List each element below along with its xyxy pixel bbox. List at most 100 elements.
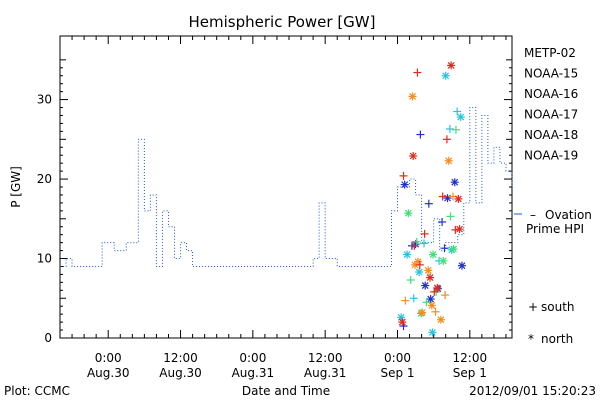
marker-stroke [427,295,435,303]
y-tick-label: 30 [37,93,52,107]
marker-noaa-16-south [445,124,454,133]
south-label: south [541,300,575,314]
marker-stroke [445,157,453,165]
plot-frame [59,35,513,339]
marker-noaa-18-south [401,296,410,305]
marker-noaa-18-south [431,307,440,316]
marker-stroke [403,251,411,258]
legend-metp-02: METP-02 [524,46,576,60]
marker-noaa-15-south [416,130,425,139]
marker-noaa-15-south [424,199,433,208]
marker-noaa-19-north [426,273,435,282]
marker-stroke [409,152,417,160]
legend-noaa-17: NOAA-17 [524,108,578,122]
marker-noaa-19-north [409,152,418,161]
ovation-legend-line2: Prime HPI [526,222,584,236]
x-tick-date: Sep 1 [453,366,487,380]
x-tick-date: Aug.30 [87,366,130,380]
marker-noaa-15-south [438,217,447,226]
marker-noaa-19-south [442,135,451,144]
marker-stroke [398,318,406,326]
x-tick-time: 12:00 [453,351,488,365]
marker-noaa-16-south [409,294,418,303]
y-tick-label: 20 [37,172,52,186]
marker-noaa-15-north [400,180,409,189]
chart-title: Hemispheric Power [GW] [189,13,376,31]
marker-stroke [414,258,422,266]
marker-noaa-16-north [415,268,424,277]
plot-credit: Plot: CCMC [4,384,70,398]
marker-stroke [426,274,434,282]
y-tick-label: 0 [44,331,52,345]
x-axis: 0:00Aug.3012:00Aug.300:00Aug.3112:00Aug.… [71,36,507,380]
marker-stroke [409,92,416,100]
marker-noaa-16-north [403,250,412,259]
marker-noaa-16-south [453,107,462,116]
marker-noaa-19-south [413,68,422,77]
marker-stroke [421,282,429,289]
marker-noaa-17-north [449,244,458,253]
legend: METP-02 NOAA-15 NOAA-16 NOAA-17 NOAA-18 NOAA-… [524,46,578,163]
north-label: north [541,332,573,346]
x-tick-time: 0:00 [239,351,266,365]
marker-noaa-19-south [399,171,408,180]
marker-stroke [457,113,465,121]
marker-noaa-19-north [454,194,463,203]
marker-noaa-19-north [398,318,407,327]
marker-noaa-17-north [429,250,438,259]
markers [397,61,466,337]
north-glyph: * [528,332,534,346]
marker-stroke [428,301,436,309]
ovation-line [60,107,513,267]
marker-stroke [454,195,462,203]
marker-stroke [456,225,463,233]
marker-noaa-18-north [436,315,445,324]
marker-stroke [424,267,432,274]
marker-noaa-17-south [451,125,460,134]
marker-stroke [401,181,409,189]
marker-noaa-15-north [457,261,466,270]
marker-noaa-15-north [426,295,435,304]
x-tick-date: Sep 1 [380,366,414,380]
marker-noaa-17-south [446,212,455,221]
marker-noaa-16-south [420,239,429,248]
legend-noaa-16: NOAA-16 [524,87,578,101]
ovation-legend: – Ovation Prime HPI [514,208,592,236]
ovation-legend-line1: Ovation [545,208,592,222]
hemisphere-legend: + south * north [528,300,575,346]
marker-noaa-16-north [441,71,450,80]
y-axis: 0 10 20 30 [37,59,512,345]
marker-noaa-17-north [404,209,413,218]
marker-stroke [415,268,423,276]
marker-noaa-15-north [450,178,459,187]
marker-stroke [439,257,447,265]
marker-stroke [442,72,450,80]
marker-noaa-16-north [428,328,437,337]
marker-noaa-17-south [406,275,415,284]
x-tick-date: Aug.30 [159,366,202,380]
marker-noaa-19-south [415,260,424,269]
marker-stroke [450,245,457,253]
marker-stroke [433,284,441,292]
x-tick-date: Aug.31 [304,366,347,380]
marker-noaa-19-north [455,225,464,234]
legend-noaa-19: NOAA-19 [524,149,578,163]
marker-noaa-15-north [443,194,452,203]
y-tick-label: 10 [37,252,52,266]
marker-noaa-15-north [421,281,430,290]
south-glyph: + [528,300,538,314]
x-tick-time: 12:00 [163,351,198,365]
marker-stroke [437,316,445,324]
marker-noaa-18-north [424,266,433,275]
marker-noaa-19-south [438,192,447,201]
x-tick-date: Aug.31 [232,366,275,380]
marker-stroke [447,61,455,69]
marker-stroke [458,262,466,270]
x-tick-time: 0:00 [384,351,411,365]
marker-noaa-18-north [444,156,453,165]
marker-noaa-18-north [418,308,427,317]
y-axis-label: P [GW] [9,166,23,208]
marker-noaa-17-north [439,256,448,265]
marker-noaa-18-south [441,291,450,300]
